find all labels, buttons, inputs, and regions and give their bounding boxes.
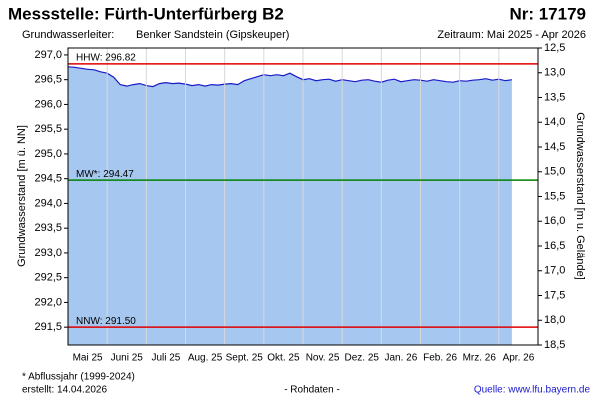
y2-tick-label: 14,0 (544, 116, 565, 128)
x-tick-label: Mrz. 26 (463, 353, 497, 364)
source-link[interactable]: Quelle: www.lfu.bayern.de (474, 385, 591, 396)
plot-frame (67, 47, 539, 346)
x-tick-label: Sept. 25 (226, 353, 264, 364)
x-tick-label: Mai 25 (73, 353, 103, 364)
y2-tick-label: 17,5 (544, 289, 565, 301)
y-tick-label: 295,0 (34, 148, 62, 160)
x-tick-label: Dez. 25 (345, 353, 380, 364)
y2-axis-label: Grundwasserstand [m u. Gelände] (574, 112, 586, 280)
y2-tick-label: 18,0 (544, 314, 565, 326)
x-tick-label: Nov. 25 (306, 353, 340, 364)
raw-note: - Rohdaten - (284, 385, 340, 396)
y2-tick-label: 16,0 (544, 215, 565, 227)
y-tick-label: 292,5 (34, 272, 62, 284)
y-tick-label: 294,0 (34, 197, 62, 209)
station-number: Nr: 17179 (509, 4, 586, 23)
y-tick-label: 297,0 (34, 49, 62, 61)
y-tick-label: 293,0 (34, 247, 62, 259)
x-tick-label: Jan. 26 (385, 353, 418, 364)
y2-tick-label: 13,5 (544, 91, 565, 103)
y-tick-label: 294,5 (34, 173, 62, 185)
y2-tick-label: 15,5 (544, 190, 565, 202)
y-tick-label: 295,5 (34, 123, 62, 135)
y2-tick-label: 13,0 (544, 67, 565, 79)
y-tick-label: 292,0 (34, 296, 62, 308)
created: erstellt: 14.04.2026 (22, 385, 107, 396)
y-tick-label: 296,0 (34, 98, 62, 110)
y2-tick-label: 15,0 (544, 166, 565, 178)
y2-tick-label: 14,5 (544, 141, 565, 153)
aquifer-label: Grundwasserleiter: (22, 29, 114, 41)
y-axis-label: Grundwasserstand [m ü. NN] (16, 125, 28, 267)
line (67, 66, 512, 88)
chart-title: Messstelle: Fürth-Unterfürberg B2 (8, 4, 284, 23)
y2-tick-label: 17,0 (544, 265, 565, 277)
x-tick-label: Okt. 25 (267, 353, 300, 364)
y-tick-label: 293,5 (34, 222, 62, 234)
y2-tick-label: 16,5 (544, 240, 565, 252)
y-tick-label: 291,5 (34, 321, 62, 333)
reference-label: HHW: 296.82 (76, 52, 136, 63)
area (68, 66, 512, 346)
y2-tick-label: 18,5 (544, 339, 565, 351)
y2-tick-label: 12,5 (544, 42, 565, 54)
footnote: * Abflussjahr (1999-2024) (22, 372, 135, 383)
aquifer: Benker Sandstein (Gipskeuper) (136, 29, 289, 41)
reference-label: MW*: 294.47 (76, 169, 134, 180)
x-tick-label: Apr. 26 (503, 353, 535, 364)
x-tick-label: Aug. 25 (188, 353, 223, 364)
x-tick-label: Juli 25 (151, 353, 180, 364)
period: Zeitraum: Mai 2025 - Apr 2026 (437, 29, 586, 41)
x-tick-label: Feb. 26 (423, 353, 457, 364)
y-tick-label: 296,5 (34, 74, 62, 86)
x-tick-label: Juni 25 (111, 353, 144, 364)
reference-label: NNW: 291.50 (76, 316, 136, 327)
